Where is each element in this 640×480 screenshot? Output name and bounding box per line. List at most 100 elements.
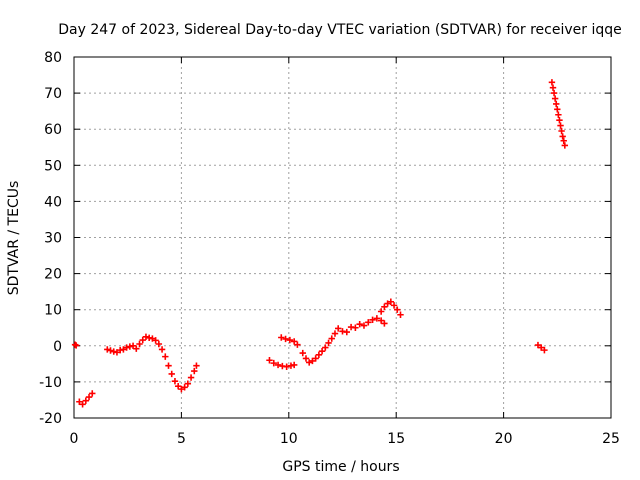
y-tick-label: 50 (44, 158, 62, 174)
data-point (373, 315, 381, 322)
data-point (384, 300, 391, 307)
y-tick-label: 60 (44, 122, 62, 138)
data-point (152, 337, 159, 344)
data-point (294, 341, 301, 348)
data-point (558, 127, 565, 135)
data-point (549, 84, 557, 91)
data-point (534, 341, 542, 349)
series-seg-5 (299, 315, 388, 366)
data-point (120, 346, 127, 353)
data-point (155, 340, 163, 348)
data-point (559, 133, 566, 140)
x-tick-label: 15 (387, 431, 405, 447)
y-tick-label: 0 (53, 339, 62, 355)
data-point (187, 374, 195, 381)
data-point (72, 342, 80, 349)
data-point (328, 335, 335, 342)
data-point (554, 106, 561, 113)
data-point (553, 100, 560, 108)
data-point (283, 363, 290, 370)
data-point (555, 111, 562, 118)
data-point (556, 116, 563, 124)
data-point (162, 353, 169, 360)
data-point (129, 342, 137, 349)
data-point (282, 335, 289, 343)
data-point (184, 380, 192, 387)
x-tick-label: 25 (602, 431, 620, 447)
data-point (387, 298, 395, 305)
y-axis-label: SDTVAR / TECUs (6, 181, 22, 296)
y-tick-label: 30 (44, 231, 62, 247)
data-point (174, 383, 182, 390)
chart-title: Day 247 of 2023, Sidereal Day-to-day VTE… (58, 22, 622, 38)
data-point (397, 311, 404, 318)
x-axis-label: GPS time / hours (282, 459, 399, 475)
data-point (266, 357, 273, 364)
y-tick-label: 70 (44, 86, 62, 102)
data-point (325, 339, 332, 347)
data-point (286, 336, 294, 344)
data-point (541, 346, 548, 354)
x-tick-label: 0 (70, 431, 79, 447)
data-point (82, 397, 90, 404)
data-point (165, 362, 172, 369)
series-seg-2 (104, 333, 200, 393)
axis-ticks: 0 5 10 15 20 25 -20 -10 0 10 20 30 40 50 60 70 80 (39, 50, 620, 447)
data-point (278, 334, 285, 341)
data-point (365, 319, 372, 326)
series-seg-8 (548, 79, 569, 149)
data-point (142, 333, 150, 340)
series-seg-7 (534, 341, 548, 354)
data-point (352, 324, 359, 331)
series-seg-3 (266, 357, 298, 370)
data-point (171, 377, 179, 385)
data-point (551, 95, 559, 102)
data-point (550, 89, 558, 97)
x-tick-label: 10 (280, 431, 298, 447)
data-point (302, 355, 310, 362)
y-tick-label: 10 (44, 303, 62, 319)
x-tick-label: 20 (495, 431, 513, 447)
data-point (76, 398, 83, 405)
data-point (356, 320, 363, 328)
y-tick-label: 80 (44, 50, 62, 66)
data-point (193, 362, 200, 369)
grid-lines (74, 57, 611, 418)
data-points (71, 79, 569, 408)
data-point (270, 359, 277, 367)
data-point (369, 316, 376, 324)
data-point (104, 346, 111, 353)
data-point (306, 359, 313, 366)
data-point (335, 325, 342, 332)
data-point (149, 335, 156, 342)
data-point (312, 355, 319, 362)
y-tick-label: 20 (44, 267, 62, 283)
y-tick-label: 40 (44, 194, 62, 210)
data-point (89, 390, 96, 397)
data-point (79, 401, 86, 408)
series-seg-6 (377, 298, 404, 318)
data-point (394, 306, 401, 313)
data-point (290, 338, 298, 345)
series-seg-1 (76, 390, 96, 408)
data-point (181, 384, 188, 391)
data-point (274, 361, 282, 369)
data-point (318, 348, 326, 355)
data-point (360, 322, 368, 329)
data-point (139, 336, 146, 344)
data-point (381, 320, 388, 327)
y-tick-label: -20 (39, 411, 62, 427)
series-seg-0 (71, 341, 80, 349)
data-point (158, 346, 166, 353)
data-point (390, 302, 398, 309)
data-point (178, 385, 185, 393)
data-point (191, 367, 198, 375)
y-tick-label: -10 (39, 375, 62, 391)
data-point (557, 122, 564, 129)
data-point (561, 142, 569, 149)
data-point (331, 330, 339, 337)
data-point (537, 344, 545, 351)
data-point (168, 370, 175, 378)
data-point (107, 347, 114, 354)
series-seg-4 (278, 334, 301, 348)
